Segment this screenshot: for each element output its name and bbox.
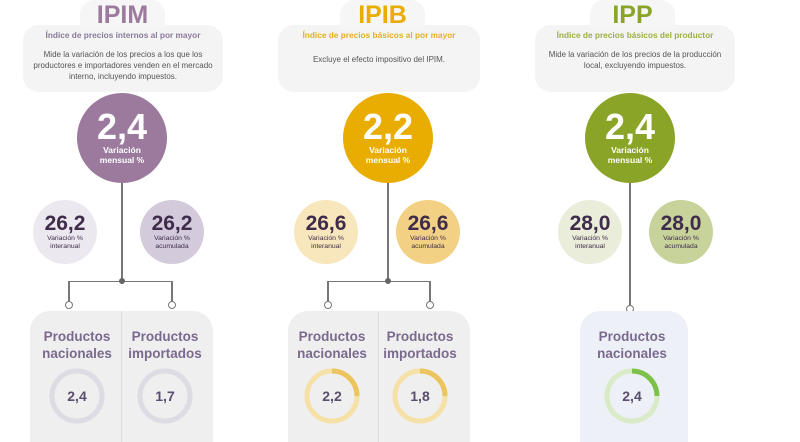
monthly-variation-circle: 2,4 Variación mensual % — [585, 93, 675, 183]
acumulada-value: 26,6 — [407, 212, 449, 235]
product-value: 2,4 — [67, 388, 87, 404]
acumulada-label: Variación % acumulada — [410, 235, 446, 250]
connector-line — [629, 175, 631, 307]
product-label: Productos importados — [383, 329, 457, 361]
interanual-value: 26,2 — [44, 212, 86, 235]
connector-line — [327, 281, 329, 303]
index-description: Excluye el efecto impositivo del IPIM. — [312, 55, 446, 64]
connector-line — [387, 175, 389, 281]
progress-ring-icon — [604, 368, 660, 424]
monthly-variation-circle: 2,2 Variación mensual % — [343, 93, 433, 183]
interanual-label: Variación % interanual — [308, 235, 344, 250]
monthly-label: Variación mensual % — [607, 145, 653, 165]
connector-node — [119, 278, 125, 284]
interanual-variation-circle: 28,0 Variación % interanual — [558, 200, 622, 264]
product-label: Productos nacionales — [42, 329, 112, 361]
index-description: Mide la variación de los precios a los q… — [33, 50, 213, 81]
interanual-label: Variación % interanual — [47, 235, 83, 250]
connector-line — [121, 175, 123, 281]
acumulada-value: 28,0 — [660, 212, 702, 235]
progress-ring-icon — [304, 368, 360, 424]
monthly-label: Variación mensual % — [99, 145, 145, 165]
index-subtitle: Índice de precios internos al por mayor — [45, 30, 201, 40]
progress-ring-icon — [49, 368, 105, 424]
progress-ring-icon — [137, 368, 193, 424]
acumulada-label: Variación % acumulada — [663, 235, 699, 250]
index-info-box: Índice de precios internos al por mayor M… — [23, 25, 223, 92]
acumulada-variation-circle: 28,0 Variación % acumulada — [649, 200, 713, 264]
product-value: 2,2 — [322, 388, 342, 404]
connector-line — [68, 281, 70, 303]
index-title: IPP — [590, 0, 675, 29]
product-label: Productos importados — [128, 329, 202, 361]
panel-divider — [121, 311, 122, 442]
monthly-value: 2,2 — [362, 106, 414, 147]
product-value: 1,7 — [155, 388, 175, 404]
interanual-value: 28,0 — [569, 212, 611, 235]
interanual-label: Variación % interanual — [572, 235, 608, 250]
connector-end — [324, 301, 332, 309]
connector-line — [328, 281, 430, 283]
panel-divider — [378, 311, 379, 442]
progress-ring-icon — [392, 368, 448, 424]
connector-line — [171, 281, 173, 303]
monthly-variation-circle: 2,4 Variación mensual % — [77, 93, 167, 183]
index-description: Mide la variación de los precios de la p… — [548, 50, 722, 70]
monthly-value: 2,4 — [96, 106, 148, 147]
connector-node — [385, 278, 391, 284]
monthly-value: 2,4 — [604, 106, 656, 147]
acumulada-variation-circle: 26,2 Variación % acumulada — [140, 200, 204, 264]
index-title: IPIM — [80, 0, 165, 29]
connector-line — [429, 281, 431, 303]
index-subtitle: Índice de precios básicos al por mayor — [302, 30, 456, 40]
connector-end — [426, 301, 434, 309]
index-info-box: Índice de precios básicos al por mayor Ex… — [278, 25, 480, 92]
index-subtitle: Índice de precios básicos del productor — [556, 30, 714, 40]
product-label: Productos nacionales — [597, 329, 667, 361]
index-title: IPIB — [340, 0, 425, 29]
monthly-label: Variación mensual % — [365, 145, 411, 165]
interanual-value: 26,6 — [305, 212, 347, 235]
product-label: Productos nacionales — [297, 329, 367, 361]
product-value: 2,4 — [622, 388, 642, 404]
product-value: 1,8 — [410, 388, 430, 404]
connector-end — [65, 301, 73, 309]
index-info-box: Índice de precios básicos del productor M… — [535, 25, 735, 92]
interanual-variation-circle: 26,6 Variación % interanual — [294, 200, 358, 264]
acumulada-label: Variación % acumulada — [154, 235, 190, 250]
acumulada-value: 26,2 — [151, 212, 193, 235]
connector-end — [168, 301, 176, 309]
interanual-variation-circle: 26,2 Variación % interanual — [33, 200, 97, 264]
acumulada-variation-circle: 26,6 Variación % acumulada — [396, 200, 460, 264]
